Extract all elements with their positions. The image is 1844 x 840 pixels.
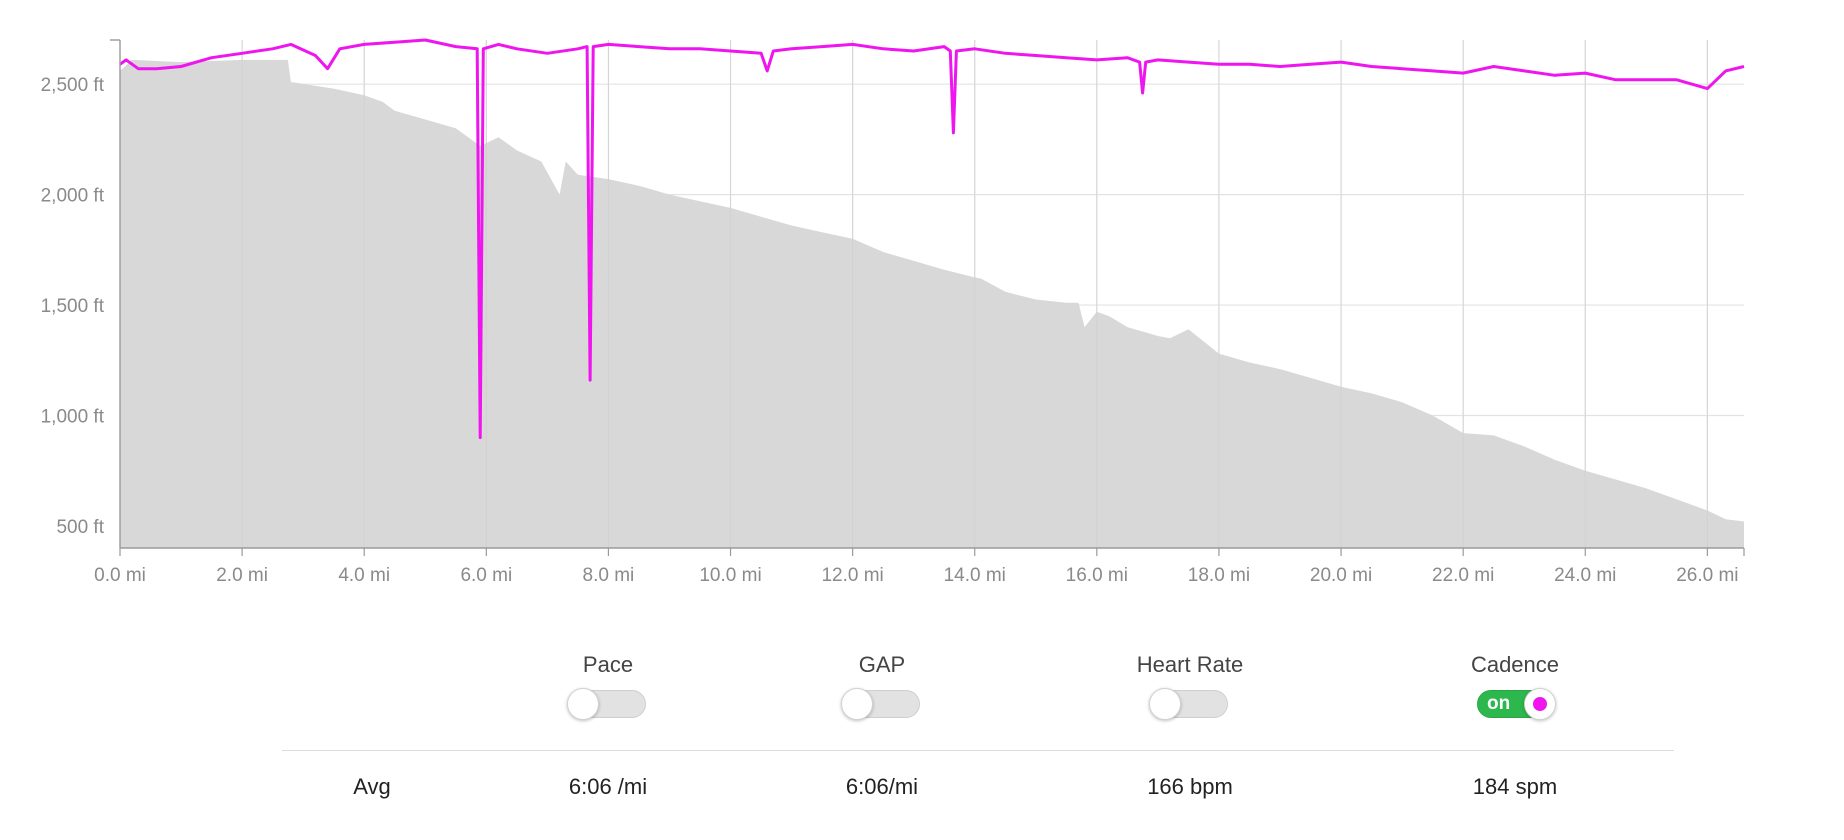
avg-label: Avg: [353, 774, 391, 799]
avg-row: Avg 6:06 /mi 6:06/mi 166 bpm 184 spm: [0, 772, 1844, 802]
x-tick-label: 16.0 mi: [1066, 565, 1128, 586]
pace-label: Pace: [582, 652, 634, 677]
heart-rate-control: Heart Rate: [1070, 650, 1310, 720]
y-tick-label: 2,500 ft: [41, 75, 105, 96]
heart-rate-toggle[interactable]: [1149, 688, 1228, 720]
cadence-label: Cadence: [1470, 652, 1560, 677]
cadence-avg-value: 184 spm: [1472, 774, 1558, 799]
y-tick-label: 1,000 ft: [41, 406, 105, 427]
x-tick-label: 6.0 mi: [460, 565, 512, 586]
cadence-toggle-on-text: on: [1487, 693, 1511, 714]
elevation-area: [120, 59, 1744, 549]
x-tick-label: 10.0 mi: [699, 565, 761, 586]
pace-avg-value: 6:06 /mi: [568, 774, 648, 799]
gap-toggle[interactable]: [841, 688, 920, 720]
gap-control: GAP: [762, 650, 1002, 720]
cadence-toggle[interactable]: on: [1477, 688, 1556, 720]
gap-label: GAP: [858, 652, 906, 677]
metric-controls: Pace GAP Heart Rate Cadence on Avg 6:06 …: [0, 650, 1844, 799]
elevation-cadence-chart[interactable]: 500 ft 1,000 ft 1,500 ft 2,000 ft 2,500 ft 0.…: [0, 0, 1844, 600]
x-tick-label: 12.0 mi: [821, 565, 883, 586]
pace-control: Pace: [488, 650, 728, 720]
x-tick-label: 24.0 mi: [1554, 565, 1616, 586]
x-tick-label: 0.0 mi: [94, 565, 146, 586]
x-tick-label: 2.0 mi: [216, 565, 268, 586]
x-tick-label: 14.0 mi: [944, 565, 1006, 586]
cadence-toggle-knob: [1524, 688, 1556, 720]
pace-toggle-knob: [567, 688, 599, 720]
heart-rate-toggle-knob: [1149, 688, 1181, 720]
gap-toggle-knob: [841, 688, 873, 720]
x-tick-label: 22.0 mi: [1432, 565, 1494, 586]
x-tick-label: 20.0 mi: [1310, 565, 1372, 586]
y-tick-label: 1,500 ft: [41, 296, 105, 317]
x-tick-label: 8.0 mi: [583, 565, 635, 586]
cadence-control: Cadence on: [1395, 650, 1635, 720]
divider: [282, 750, 1674, 751]
gap-avg-value: 6:06/mi: [845, 774, 919, 799]
axis-layer: 500 ft 1,000 ft 1,500 ft 2,000 ft 2,500 ft 0.…: [41, 39, 1745, 586]
y-tick-label: 2,000 ft: [41, 186, 105, 207]
x-tick-label: 18.0 mi: [1188, 565, 1250, 586]
cadence-line: [119, 38, 1745, 440]
x-tick-label: 26.0 mi: [1676, 565, 1738, 586]
pace-toggle[interactable]: [567, 688, 646, 720]
heart-rate-label: Heart Rate: [1136, 652, 1244, 677]
area-layer: [120, 40, 1744, 549]
heart-rate-avg-value: 166 bpm: [1147, 774, 1233, 799]
line-layer: [119, 38, 1745, 440]
x-tick-label: 4.0 mi: [338, 565, 390, 586]
y-tick-label: 500 ft: [56, 517, 104, 538]
